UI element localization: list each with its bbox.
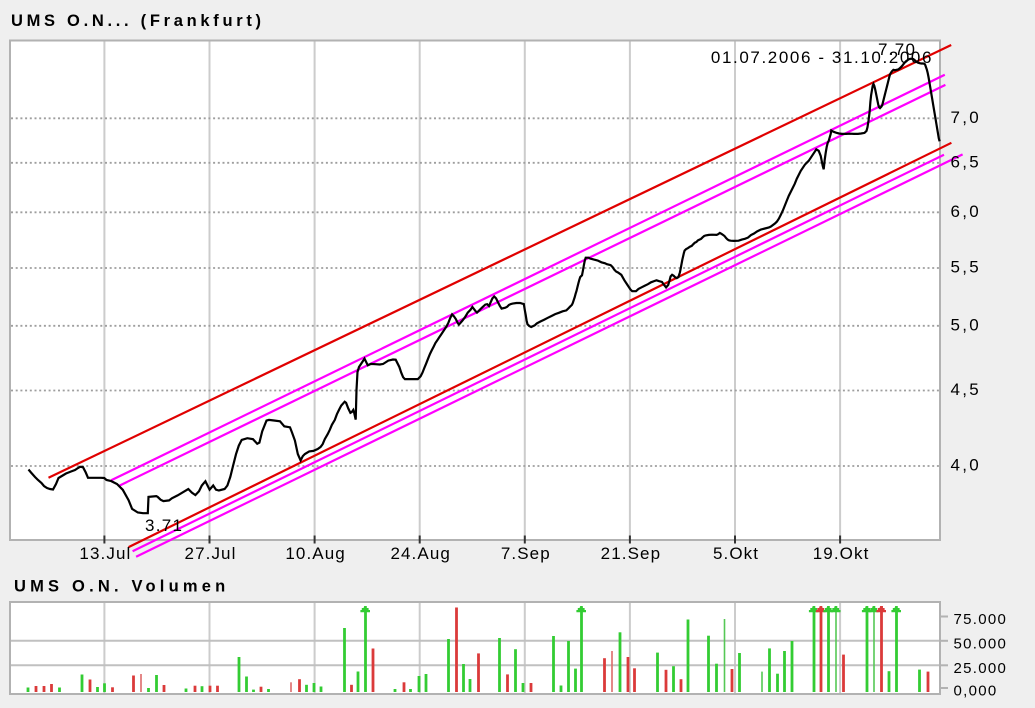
svg-text:7.Sep: 7.Sep (501, 544, 551, 563)
svg-text:24.Aug: 24.Aug (390, 544, 450, 563)
svg-text:6,0: 6,0 (951, 202, 982, 221)
svg-text:4,0: 4,0 (951, 456, 982, 475)
svg-text:10.Aug: 10.Aug (285, 544, 345, 563)
svg-text:27.Jul: 27.Jul (185, 544, 237, 563)
svg-text:5.Okt: 5.Okt (713, 544, 759, 563)
svg-text:5,0: 5,0 (951, 315, 982, 334)
svg-text:21.Sep: 21.Sep (601, 544, 661, 563)
svg-text:25.000: 25.000 (954, 660, 1008, 677)
svg-text:7.70: 7.70 (878, 40, 916, 59)
svg-text:01.07.2006 - 31.10.2006: 01.07.2006 - 31.10.2006 (711, 48, 933, 67)
svg-text:3.71: 3.71 (145, 516, 183, 535)
svg-text:75.000: 75.000 (954, 611, 1008, 628)
svg-text:4,5: 4,5 (951, 380, 982, 399)
svg-text:UMS O.N. Volumen: UMS O.N. Volumen (14, 578, 229, 596)
svg-text:0,000: 0,000 (954, 683, 998, 700)
svg-text:13.Jul: 13.Jul (79, 544, 131, 563)
svg-text:7,0: 7,0 (951, 108, 982, 127)
svg-text:19.Okt: 19.Okt (813, 544, 870, 563)
svg-text:6,5: 6,5 (951, 152, 982, 171)
svg-text:50.000: 50.000 (954, 635, 1008, 652)
svg-text:UMS O.N... (Frankfurt): UMS O.N... (Frankfurt) (11, 12, 265, 30)
svg-text:5,5: 5,5 (951, 258, 982, 277)
